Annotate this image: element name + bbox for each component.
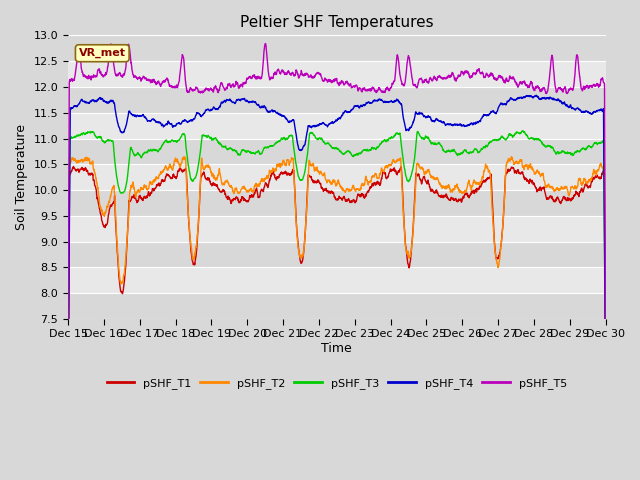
pSHF_T4: [570, 106, 577, 111]
pSHF_T2: [570, 185, 577, 191]
pSHF_T1: [570, 195, 577, 201]
pSHF_T5: [602, 331, 609, 337]
pSHF_T3: [64, 401, 72, 407]
pSHF_T2: [214, 172, 222, 178]
pSHF_T5: [364, 87, 372, 93]
Bar: [68, 190, 605, 216]
pSHF_T2: [64, 432, 72, 438]
pSHF_T4: [532, 92, 540, 98]
pSHF_T5: [554, 85, 562, 91]
Line: pSHF_T2: pSHF_T2: [68, 156, 605, 435]
Bar: [68, 242, 605, 267]
pSHF_T1: [353, 198, 360, 204]
pSHF_T4: [493, 109, 500, 115]
Bar: [68, 87, 605, 113]
pSHF_T2: [493, 260, 500, 266]
Text: VR_met: VR_met: [79, 48, 126, 59]
pSHF_T3: [554, 149, 562, 155]
pSHF_T4: [364, 99, 372, 105]
X-axis label: Time: Time: [321, 342, 352, 355]
pSHF_T3: [364, 148, 372, 154]
pSHF_T3: [352, 152, 360, 157]
pSHF_T5: [570, 85, 577, 91]
pSHF_T4: [602, 364, 609, 370]
pSHF_T3: [602, 400, 609, 406]
pSHF_T2: [364, 181, 372, 187]
pSHF_T1: [70, 164, 77, 169]
pSHF_T5: [262, 41, 269, 47]
Line: pSHF_T4: pSHF_T4: [68, 95, 605, 408]
pSHF_T5: [64, 393, 72, 398]
Y-axis label: Soil Temperature: Soil Temperature: [15, 124, 28, 230]
Bar: [68, 293, 605, 319]
pSHF_T1: [554, 196, 562, 202]
pSHF_T5: [493, 75, 500, 81]
pSHF_T3: [570, 152, 577, 158]
pSHF_T1: [214, 186, 222, 192]
pSHF_T1: [493, 255, 500, 261]
pSHF_T5: [353, 83, 360, 88]
pSHF_T3: [519, 128, 527, 134]
Line: pSHF_T5: pSHF_T5: [68, 44, 605, 396]
pSHF_T1: [602, 391, 609, 397]
pSHF_T2: [180, 154, 188, 159]
Line: pSHF_T3: pSHF_T3: [68, 131, 605, 404]
Line: pSHF_T1: pSHF_T1: [68, 167, 605, 440]
pSHF_T1: [64, 437, 72, 443]
pSHF_T3: [493, 137, 500, 143]
pSHF_T4: [64, 405, 72, 410]
pSHF_T1: [364, 189, 372, 195]
Title: Peltier SHF Temperatures: Peltier SHF Temperatures: [240, 15, 433, 30]
Legend: pSHF_T1, pSHF_T2, pSHF_T3, pSHF_T4, pSHF_T5: pSHF_T1, pSHF_T2, pSHF_T3, pSHF_T4, pSHF…: [102, 373, 572, 393]
pSHF_T2: [353, 186, 360, 192]
Bar: [68, 139, 605, 164]
pSHF_T5: [214, 89, 221, 95]
pSHF_T4: [554, 96, 562, 102]
Bar: [68, 36, 605, 61]
pSHF_T4: [214, 107, 221, 112]
pSHF_T4: [352, 103, 360, 109]
pSHF_T2: [554, 186, 562, 192]
pSHF_T3: [214, 139, 221, 145]
pSHF_T2: [602, 378, 609, 384]
